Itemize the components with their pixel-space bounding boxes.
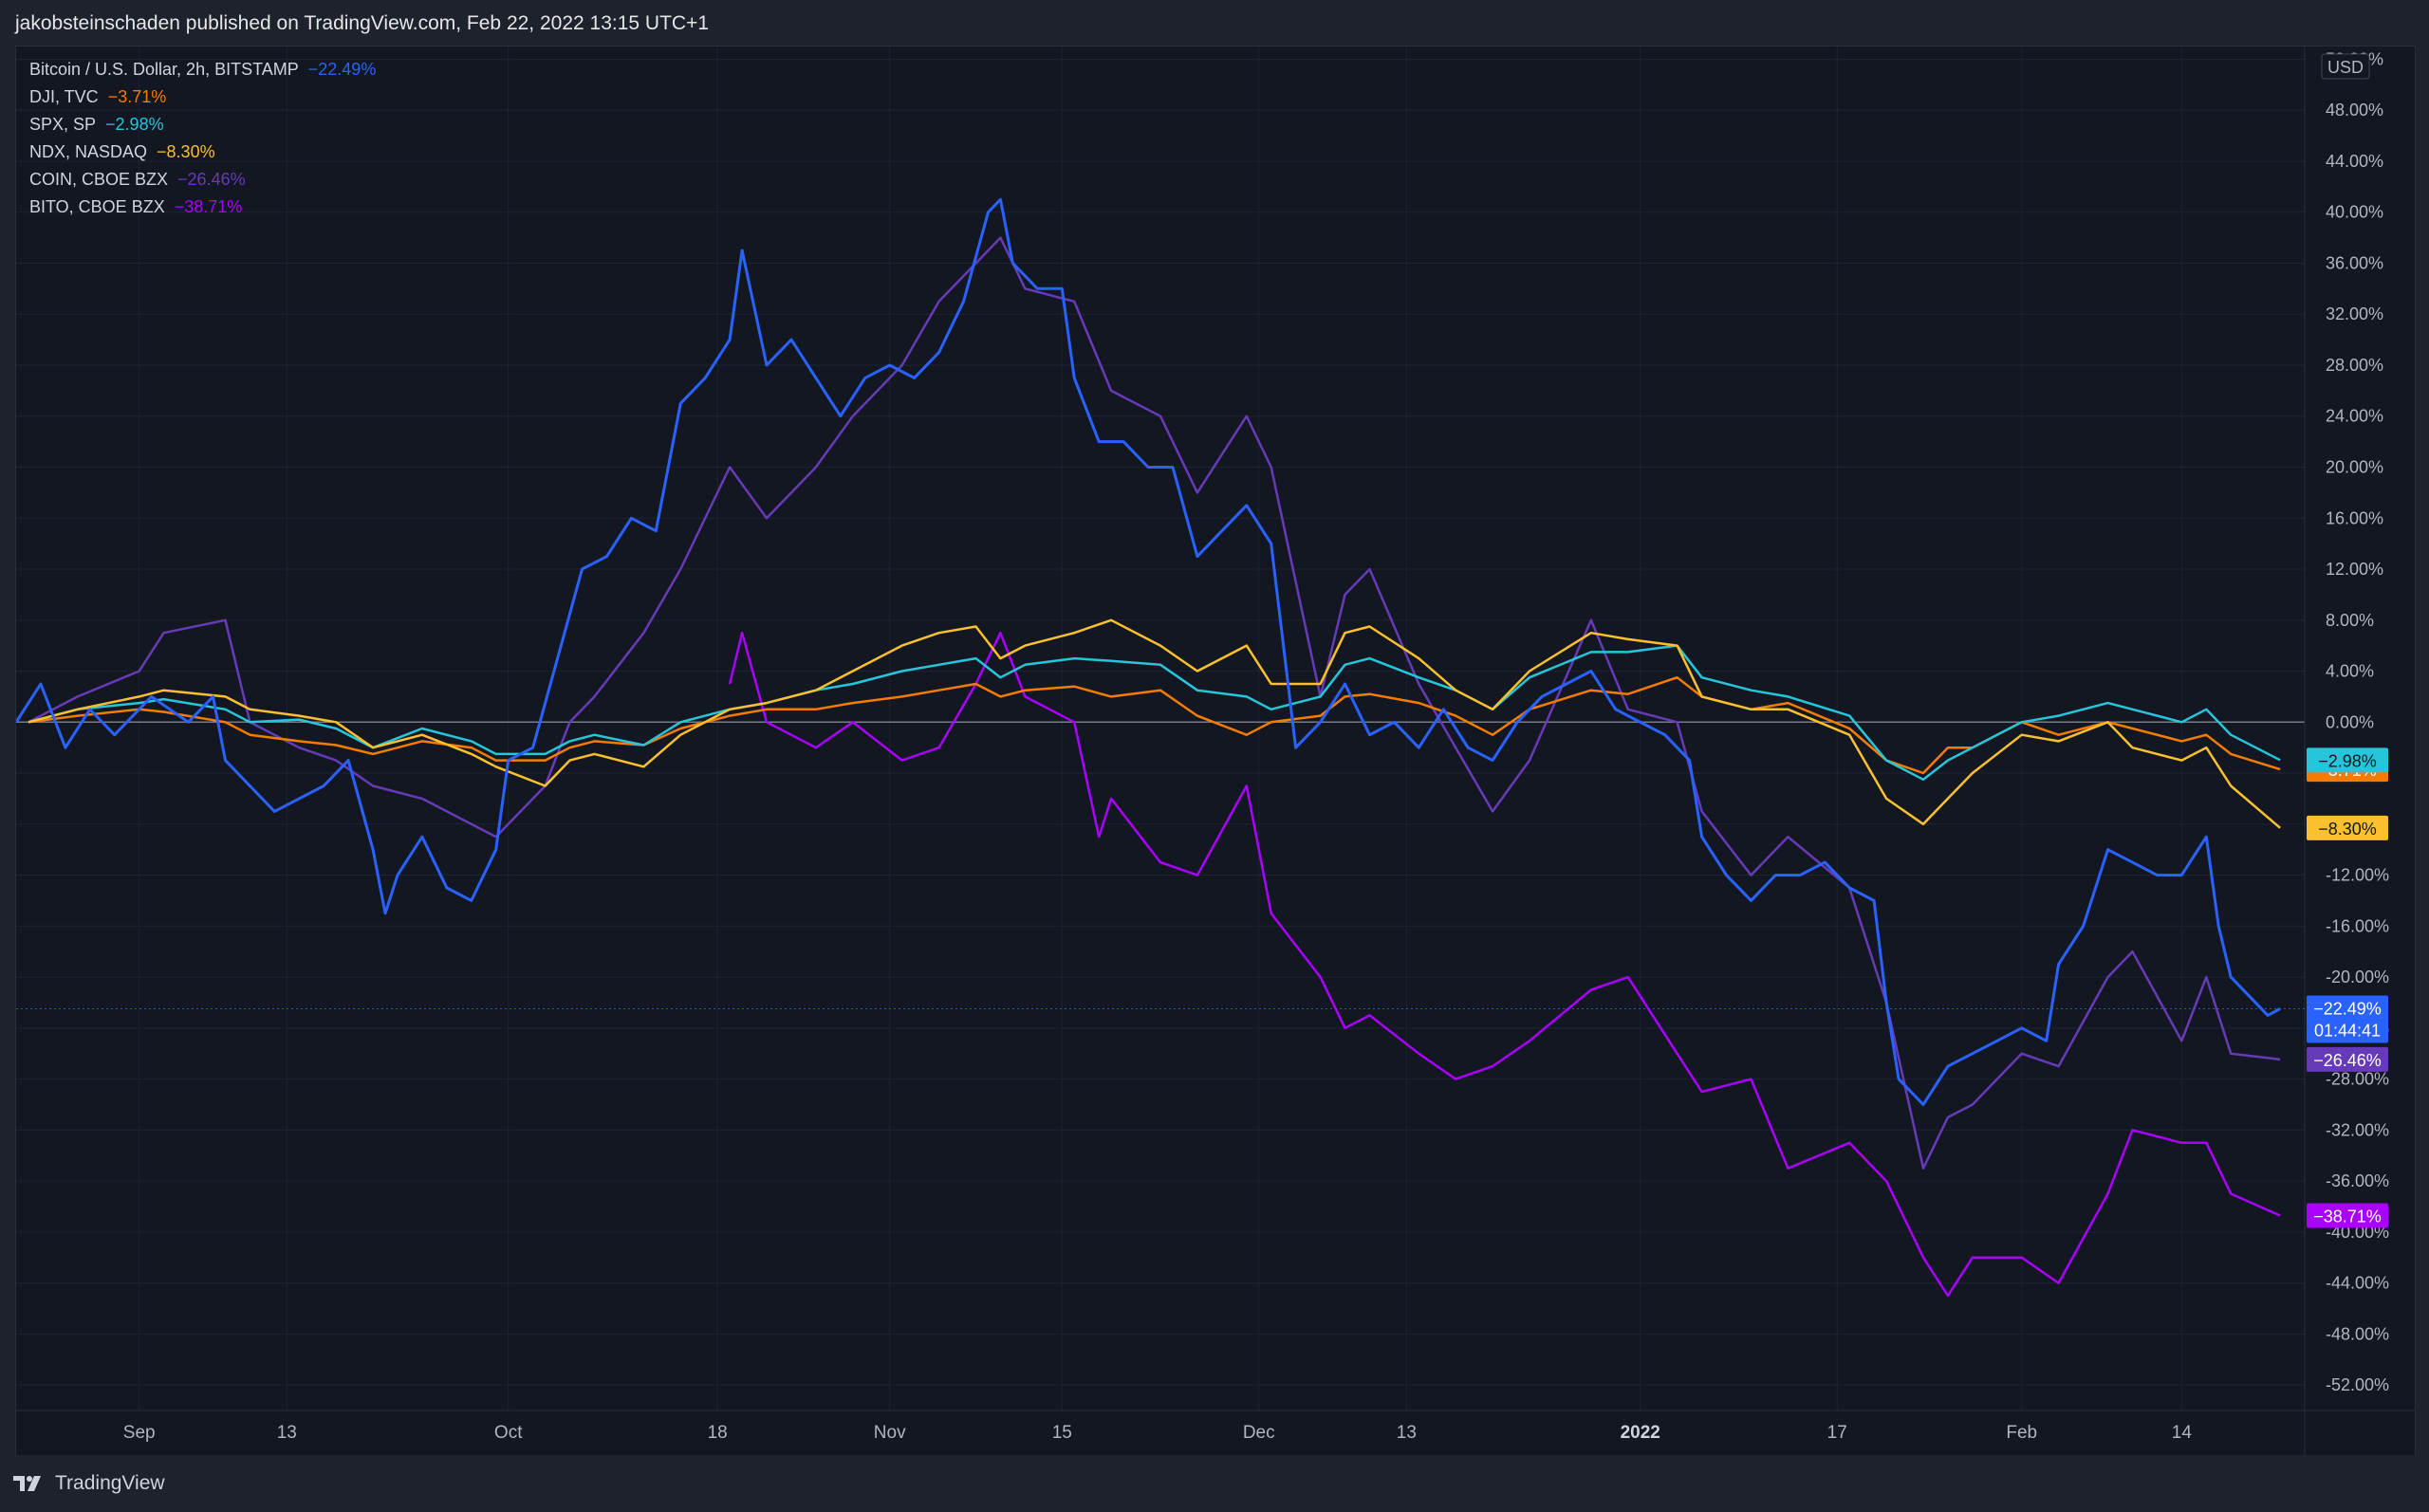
- legend-series-change: −8.30%: [157, 142, 215, 161]
- series-line-spx: [28, 644, 2281, 782]
- legend-series-change: −2.98%: [105, 115, 164, 134]
- y-axis-tick-label: 0.00%: [2326, 712, 2374, 731]
- price-badge-spx: −2.98%: [2307, 747, 2388, 773]
- y-axis-tick-label: -28.00%: [2326, 1070, 2389, 1089]
- legend-series-name: DJI, TVC: [29, 87, 99, 106]
- y-axis-tick-label: 20.00%: [2326, 457, 2383, 476]
- brand-text: TradingView: [55, 1472, 165, 1494]
- x-axis-tick-label: 17: [1827, 1423, 1847, 1443]
- legend-item-bito[interactable]: BITO, CBOE BZX −38.71%: [29, 194, 376, 221]
- x-axis-tick-label: Oct: [494, 1423, 523, 1443]
- publisher-bar: jakobsteinschaden published on TradingVi…: [0, 0, 2429, 46]
- x-axis-tick-label: 13: [277, 1423, 297, 1443]
- y-axis-tick-label: 12.00%: [2326, 560, 2383, 579]
- legend-series-name: COIN, CBOE BZX: [29, 170, 169, 189]
- series-line-coin: [28, 236, 2281, 1170]
- footer-bar: TradingView: [0, 1455, 2429, 1512]
- y-axis-tick-label: -20.00%: [2326, 968, 2389, 986]
- price-badge-bg: [2307, 1203, 2388, 1228]
- chart-area[interactable]: 52.00%48.00%44.00%40.00%36.00%32.00%28.0…: [15, 46, 2416, 1456]
- x-axis-tick-label: 15: [1052, 1423, 1072, 1443]
- legend-series-change: −22.49%: [307, 60, 377, 79]
- currency-text: USD: [2327, 58, 2364, 77]
- x-axis-tick-label: 14: [2172, 1423, 2193, 1443]
- legend-item-btc[interactable]: Bitcoin / U.S. Dollar, 2h, BITSTAMP −22.4…: [29, 56, 376, 83]
- price-badge-bg: [2307, 995, 2388, 1043]
- legend-series-name: SPX, SP: [29, 115, 97, 134]
- publisher-caption: jakobsteinschaden published on TradingVi…: [15, 12, 710, 34]
- currency-label[interactable]: USD: [2321, 53, 2370, 80]
- legend-item-spx[interactable]: SPX, SP −2.98%: [29, 111, 376, 138]
- comparison-line-chart[interactable]: 52.00%48.00%44.00%40.00%36.00%32.00%28.0…: [16, 46, 2415, 1456]
- legend-series-change: −3.71%: [107, 87, 167, 106]
- price-badge-bg: [2307, 815, 2388, 840]
- currency-box: [2321, 53, 2370, 80]
- legend-series-change: −38.71%: [174, 197, 243, 216]
- y-axis-tick-label: -44.00%: [2326, 1274, 2389, 1293]
- legend-series-name: BITO, CBOE BZX: [29, 197, 165, 216]
- y-axis-tick-label: -32.00%: [2326, 1120, 2389, 1139]
- x-axis-tick-label: Feb: [2006, 1423, 2037, 1443]
- legend-item-ndx[interactable]: NDX, NASDAQ −8.30%: [29, 138, 376, 166]
- legend-series-name: NDX, NASDAQ: [29, 142, 148, 161]
- y-axis-tick-label: 16.00%: [2326, 508, 2383, 527]
- y-axis-tick-label: -52.00%: [2326, 1375, 2389, 1394]
- x-axis-tick-label: 2022: [1621, 1423, 1660, 1443]
- price-badge-ndx: −8.30%: [2307, 815, 2388, 840]
- price-badge-value: −26.46%: [2313, 1051, 2382, 1070]
- chart-background: [16, 46, 2415, 1456]
- series-legend: Bitcoin / U.S. Dollar, 2h, BITSTAMP −22.4…: [29, 56, 376, 221]
- y-axis-tick-label: 8.00%: [2326, 611, 2374, 630]
- legend-series-name: Bitcoin / U.S. Dollar, 2h, BITSTAMP: [29, 60, 299, 79]
- price-badge-bg: [2307, 1046, 2388, 1072]
- y-axis-tick-label: -12.00%: [2326, 866, 2389, 885]
- series-line-ndx: [28, 618, 2281, 829]
- price-badge-value: −22.49%: [2313, 1000, 2382, 1019]
- price-badge-value: −38.71%: [2313, 1208, 2382, 1226]
- y-axis-tick-label: 48.00%: [2326, 101, 2383, 120]
- price-badge-bg: [2307, 747, 2388, 773]
- tradingview-logo-icon: [13, 1476, 41, 1491]
- x-axis-tick-label: Nov: [874, 1423, 906, 1443]
- price-badge-value: −2.98%: [2318, 751, 2377, 770]
- x-axis-tick-label: Sep: [123, 1423, 156, 1443]
- y-axis-tick-label: -36.00%: [2326, 1171, 2389, 1190]
- price-badge-btc: −22.49% 01:44:41: [2307, 995, 2388, 1043]
- countdown-timer: 01:44:41: [2314, 1022, 2381, 1041]
- price-badge-coin: −26.46%: [2307, 1046, 2388, 1072]
- y-axis-tick-label: -48.00%: [2326, 1324, 2389, 1343]
- y-axis-tick-label: 36.00%: [2326, 253, 2383, 272]
- y-axis-tick-label: 44.00%: [2326, 152, 2383, 171]
- legend-item-coin[interactable]: COIN, CBOE BZX −26.46%: [29, 166, 376, 194]
- price-badge-value: −8.30%: [2318, 820, 2377, 839]
- y-axis-tick-label: 24.00%: [2326, 407, 2383, 426]
- tradingview-brand[interactable]: TradingView: [13, 1470, 165, 1497]
- x-axis-tick-label: Dec: [1243, 1423, 1275, 1443]
- legend-series-change: −26.46%: [177, 170, 246, 189]
- legend-item-dji[interactable]: DJI, TVC −3.71%: [29, 83, 376, 111]
- y-axis-tick-label: 40.00%: [2326, 203, 2383, 222]
- x-axis-tick-label: 18: [708, 1423, 728, 1443]
- y-axis-tick-label: 4.00%: [2326, 662, 2374, 681]
- price-badge-bito: −38.71%: [2307, 1203, 2388, 1228]
- y-axis-tick-label: -16.00%: [2326, 916, 2389, 935]
- x-axis-tick-label: 13: [1397, 1423, 1417, 1443]
- y-axis-tick-label: 32.00%: [2326, 304, 2383, 323]
- y-axis-tick-label: 28.00%: [2326, 356, 2383, 375]
- series-line-btc: [16, 197, 2281, 1106]
